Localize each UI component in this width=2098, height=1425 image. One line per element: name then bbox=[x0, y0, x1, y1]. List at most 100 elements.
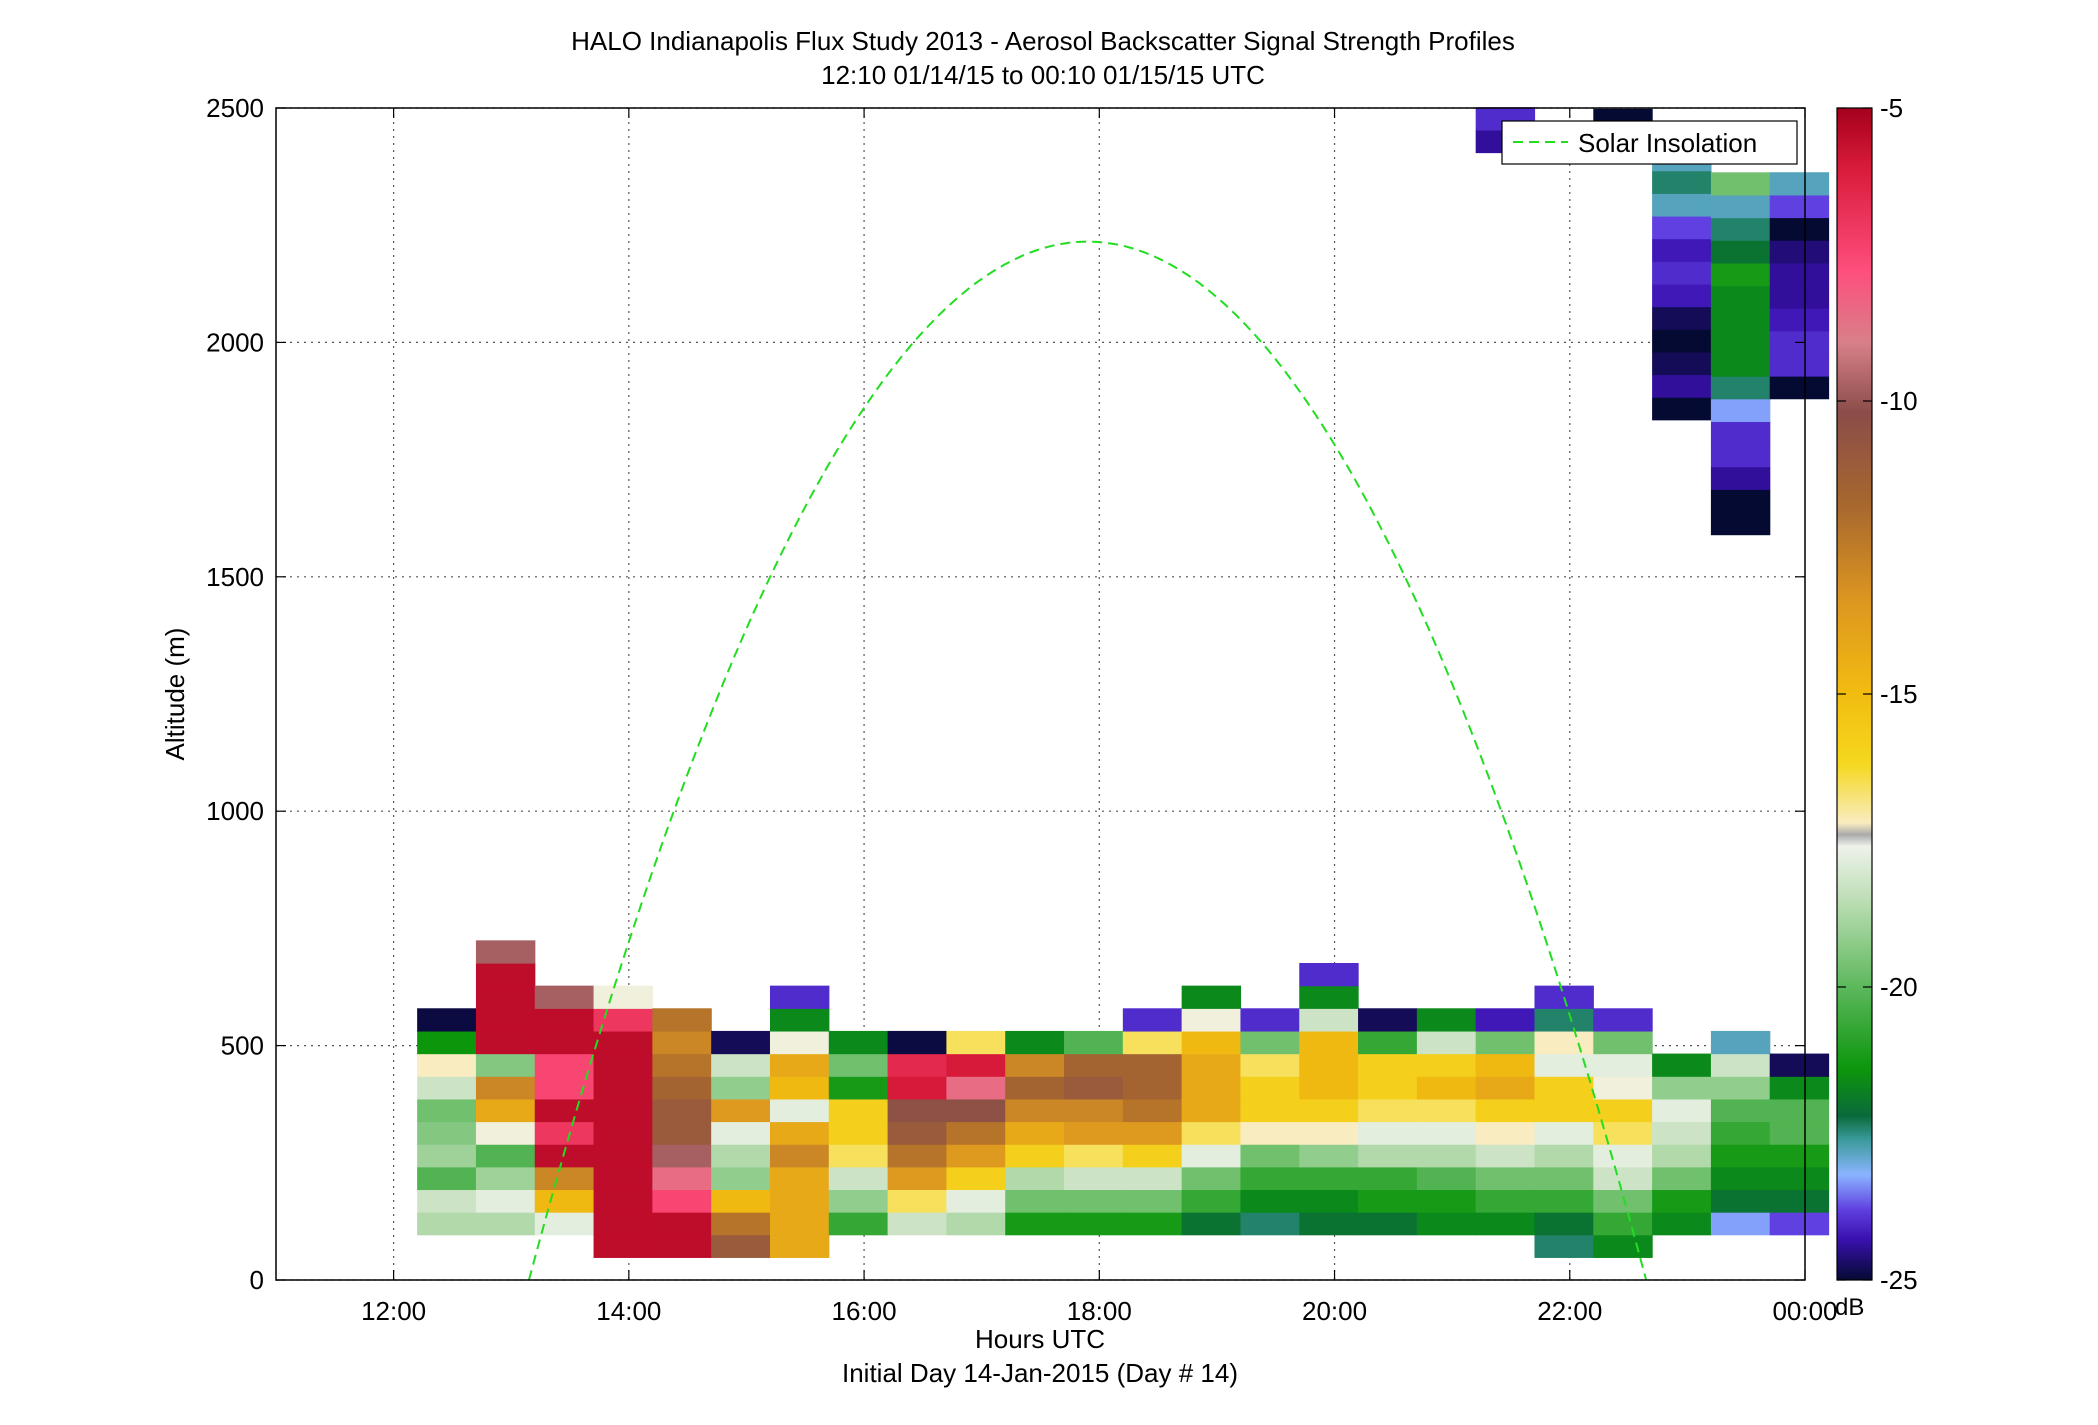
heatmap-cell bbox=[1710, 421, 1771, 445]
heatmap-cell bbox=[534, 1008, 595, 1032]
heatmap-cell bbox=[1358, 1144, 1418, 1168]
heatmap-cell bbox=[711, 1212, 771, 1236]
heatmap-cell bbox=[946, 1212, 1006, 1236]
heatmap-cell bbox=[1710, 217, 1771, 241]
heatmap-cell bbox=[828, 1053, 889, 1077]
heatmap-cell bbox=[593, 1166, 653, 1191]
x-tick-label: 14:00 bbox=[596, 1296, 661, 1326]
heatmap-cell bbox=[1064, 1121, 1124, 1145]
heatmap-cell bbox=[475, 1212, 536, 1236]
heatmap-cell bbox=[1299, 962, 1359, 987]
heatmap-cell bbox=[946, 1030, 1006, 1055]
heatmap-cell bbox=[417, 1076, 477, 1100]
heatmap-cell bbox=[1240, 1076, 1300, 1100]
colorbar-tick-label: -5 bbox=[1880, 93, 1903, 123]
heatmap-cell bbox=[1593, 1008, 1653, 1032]
heatmap-cell bbox=[534, 985, 595, 1009]
heatmap-cell bbox=[593, 1053, 653, 1077]
heatmap-cell bbox=[1005, 1212, 1065, 1236]
heatmap-cell bbox=[1064, 1053, 1124, 1077]
heatmap-cell bbox=[1710, 489, 1771, 513]
heatmap-cell bbox=[1122, 1212, 1183, 1236]
heatmap-cell bbox=[1710, 511, 1771, 536]
colorbar-tick-label: -10 bbox=[1880, 386, 1918, 416]
heatmap-cell bbox=[1769, 1166, 1830, 1191]
heatmap-cell bbox=[711, 1144, 771, 1168]
heatmap-cell bbox=[1240, 1189, 1300, 1213]
heatmap-cell bbox=[1769, 240, 1830, 264]
heatmap-cell bbox=[652, 1166, 712, 1191]
solar-insolation-line bbox=[527, 240, 1648, 1281]
heatmap-cell bbox=[593, 1076, 653, 1100]
heatmap-cell bbox=[711, 1076, 771, 1100]
heatmap-cell bbox=[828, 1076, 889, 1100]
heatmap-cell bbox=[1005, 1076, 1065, 1100]
colorbar-ticks: -25 -20 -15 -10 -5 bbox=[1837, 93, 1918, 1295]
heatmap-cell bbox=[1710, 1076, 1771, 1100]
y-tick-label: 1500 bbox=[206, 562, 264, 592]
heatmap-cell bbox=[828, 1144, 889, 1168]
heatmap-cell bbox=[1710, 1030, 1771, 1055]
heatmap-cell bbox=[887, 1053, 948, 1077]
heatmap-cell bbox=[946, 1121, 1006, 1145]
heatmap-cell bbox=[1652, 1076, 1712, 1100]
heatmap-cell bbox=[534, 1098, 595, 1123]
heatmap-cell bbox=[1475, 1030, 1536, 1055]
heatmap-cell bbox=[769, 1166, 830, 1191]
x-tick-label: 22:00 bbox=[1537, 1296, 1602, 1326]
heatmap-cell bbox=[1358, 1212, 1418, 1236]
heatmap-cell bbox=[1475, 1076, 1536, 1100]
heatmap-cell bbox=[1475, 1189, 1536, 1213]
heatmap-cell bbox=[475, 1166, 536, 1191]
heatmap-cell bbox=[1181, 1053, 1242, 1077]
heatmap-cell bbox=[1769, 376, 1830, 400]
heatmap-cell bbox=[1593, 1166, 1653, 1191]
heatmap-cell bbox=[593, 1234, 653, 1258]
heatmap-cell bbox=[769, 1030, 830, 1055]
heatmap-cell bbox=[417, 1166, 477, 1191]
heatmap-cell bbox=[1416, 1166, 1477, 1191]
heatmap-cell bbox=[1064, 1189, 1124, 1213]
axis-ticks: 12:00 14:00 16:00 18:00 20:00 22:00 00:00 0 500 1… bbox=[206, 93, 1837, 1326]
heatmap-cell bbox=[1652, 238, 1712, 262]
heatmap-cell bbox=[1534, 1212, 1594, 1236]
heatmap-cell bbox=[1181, 1166, 1242, 1191]
heatmap-cell bbox=[1652, 1053, 1712, 1077]
heatmap-cell bbox=[1358, 1053, 1418, 1077]
heatmap-cell bbox=[475, 1053, 536, 1077]
heatmap-cell bbox=[1358, 1030, 1418, 1055]
heatmap-cell bbox=[534, 1166, 595, 1191]
heatmap-cell bbox=[1122, 1144, 1183, 1168]
heatmap-cell bbox=[593, 1030, 653, 1055]
heatmap-cell bbox=[1710, 285, 1771, 309]
heatmap-cell bbox=[1181, 1076, 1242, 1100]
heatmap-cell bbox=[1710, 308, 1771, 332]
heatmap-cell bbox=[769, 1076, 830, 1100]
heatmap-cell bbox=[652, 1008, 712, 1032]
heatmap-cell bbox=[887, 1212, 948, 1236]
heatmap-cell bbox=[593, 985, 653, 1009]
colorbar-tick-label: -25 bbox=[1880, 1265, 1918, 1295]
legend-label: Solar Insolation bbox=[1578, 128, 1757, 158]
heatmap-cell bbox=[1534, 1121, 1594, 1145]
heatmap-cell bbox=[1710, 353, 1771, 377]
heatmap-cell bbox=[1593, 1212, 1653, 1236]
heatmap-cell bbox=[1416, 1144, 1477, 1168]
heatmap-cell bbox=[1534, 1030, 1594, 1055]
heatmap-cell bbox=[593, 1098, 653, 1123]
heatmap-cell bbox=[1769, 217, 1830, 241]
heatmap-cell bbox=[1416, 1030, 1477, 1055]
heatmap-cell bbox=[887, 1166, 948, 1191]
heatmap-cell bbox=[946, 1166, 1006, 1191]
heatmap-cell bbox=[1652, 1212, 1712, 1236]
heatmap-cell bbox=[1769, 172, 1830, 196]
heatmap-cell bbox=[1299, 1008, 1359, 1032]
heatmap-cell bbox=[1769, 1098, 1830, 1123]
heatmap-cell bbox=[1534, 1008, 1594, 1032]
heatmap-cell bbox=[475, 1076, 536, 1100]
y-tick-label: 500 bbox=[221, 1031, 264, 1061]
heatmap-cell bbox=[1005, 1144, 1065, 1168]
heatmap-cell bbox=[534, 1053, 595, 1077]
y-tick-label: 2500 bbox=[206, 93, 264, 123]
heatmap-cell bbox=[1181, 985, 1242, 1009]
